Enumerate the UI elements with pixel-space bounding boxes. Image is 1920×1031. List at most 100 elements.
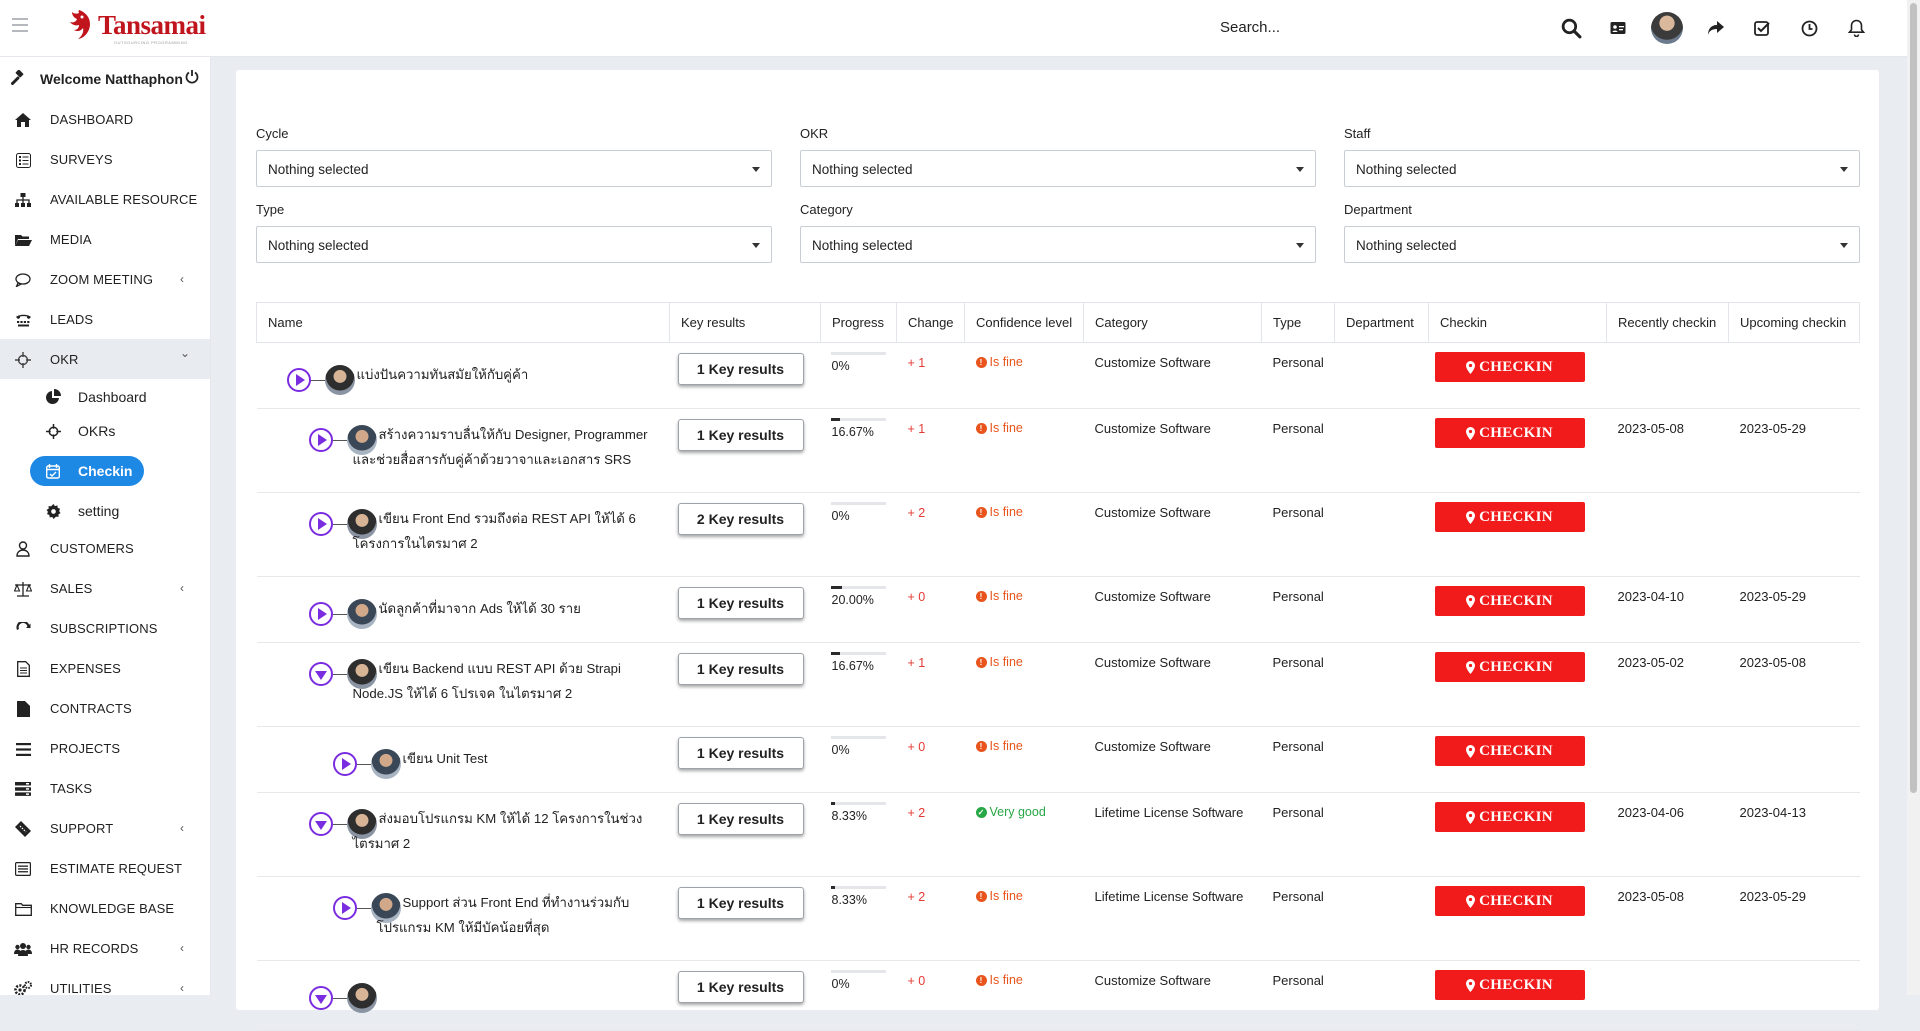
expand-toggle-icon[interactable] [308, 602, 333, 626]
sidebar-item-okr[interactable]: OKR ⌄ [0, 339, 210, 379]
owner-avatar[interactable] [324, 365, 355, 395]
checkin-button[interactable]: CHECKIN [1434, 418, 1585, 448]
brand-logo[interactable]: Tansamai OUTSOURCING PROGRAMMING [64, 8, 206, 45]
collapse-toggle-icon[interactable] [308, 986, 333, 1010]
col-header-category[interactable]: Category [1083, 302, 1262, 343]
department-select[interactable]: Nothing selected [1344, 226, 1860, 263]
checkbox-tasks-icon[interactable] [1749, 15, 1775, 41]
contact-card-icon[interactable] [1605, 15, 1631, 41]
owner-avatar[interactable] [370, 749, 401, 779]
sidebar-item-available-resource[interactable]: AVAILABLE RESOURCE [0, 179, 210, 219]
checkin-button[interactable]: CHECKIN [1434, 652, 1585, 682]
key-results-button[interactable]: 2 Key results [677, 503, 804, 535]
key-results-button[interactable]: 1 Key results [677, 587, 804, 619]
bell-icon[interactable] [1843, 15, 1869, 41]
sidebar-item-zoom-meeting[interactable]: ZOOM MEETING ‹ [0, 259, 210, 299]
search-icon[interactable] [1558, 15, 1584, 41]
objective-name[interactable]: แบ่งปันความทันสมัยให้กับคู่ค้า [356, 367, 529, 382]
owner-avatar[interactable] [346, 425, 377, 455]
col-header-key-results[interactable]: Key results [669, 302, 821, 343]
caret-down-icon [1840, 243, 1848, 248]
checkin-button[interactable]: CHECKIN [1434, 886, 1585, 916]
col-header-progress[interactable]: Progress [820, 302, 897, 343]
objective-name[interactable]: สร้างความราบลื่นให้กับ Designer, Program… [352, 427, 648, 467]
expand-toggle-icon[interactable] [308, 428, 333, 452]
category-select[interactable]: Nothing selected [800, 226, 1316, 263]
search-input[interactable] [1220, 12, 1480, 42]
cycle-select[interactable]: Nothing selected [256, 150, 772, 187]
key-results-button[interactable]: 1 Key results [677, 419, 804, 451]
key-results-button[interactable]: 1 Key results [677, 971, 804, 1003]
key-results-button[interactable]: 1 Key results [677, 653, 804, 685]
sidebar-item-expenses[interactable]: EXPENSES [0, 648, 210, 688]
sidebar-item-dashboard[interactable]: DASHBOARD [0, 99, 210, 139]
okr-select[interactable]: Nothing selected [800, 150, 1316, 187]
checkin-button[interactable]: CHECKIN [1434, 352, 1585, 382]
col-header-confidence-level[interactable]: Confidence level [964, 302, 1084, 343]
col-header-checkin[interactable]: Checkin [1428, 302, 1607, 343]
checkin-button[interactable]: CHECKIN [1434, 502, 1585, 532]
key-results-button[interactable]: 1 Key results [677, 887, 804, 919]
objective-name[interactable]: Support ส่วน Front End ที่ทำงานร่วมกับโป… [376, 895, 630, 935]
sidebar-item-surveys[interactable]: SURVEYS [0, 139, 210, 179]
col-header-type[interactable]: Type [1261, 302, 1335, 343]
checkin-button[interactable]: CHECKIN [1434, 970, 1585, 1000]
sidebar-item-estimate-request[interactable]: ESTIMATE REQUEST [0, 848, 210, 888]
expand-toggle-icon[interactable] [308, 512, 333, 536]
sidebar-item-utilities[interactable]: UTILITIES ‹ [0, 968, 210, 995]
expand-toggle-icon[interactable] [332, 896, 357, 920]
objective-name[interactable]: เขียน Backend แบบ REST API ด้วย Strapi N… [352, 661, 621, 701]
col-header-name[interactable]: Name [256, 302, 670, 343]
objective-name[interactable]: เขียน Front End รวมถึงต่อ REST API ให้ได… [352, 511, 636, 551]
objective-name[interactable]: เขียน Unit Test [402, 751, 488, 766]
checkin-button[interactable]: CHECKIN [1434, 802, 1585, 832]
share-icon[interactable] [1703, 15, 1729, 41]
owner-avatar[interactable] [346, 809, 377, 839]
sidebar-item-subscriptions[interactable]: SUBSCRIPTIONS [0, 608, 210, 648]
owner-avatar[interactable] [346, 599, 377, 629]
sidebar-subitem-setting[interactable]: setting [0, 494, 210, 528]
confidence-badge: ! Is fine [975, 739, 1084, 753]
expand-toggle-icon[interactable] [332, 752, 357, 776]
cell-type: Personal [1261, 726, 1335, 793]
collapse-toggle-icon[interactable] [308, 662, 333, 686]
sidebar-item-knowledge-base[interactable]: KNOWLEDGE BASE [0, 888, 210, 928]
power-icon[interactable] [185, 69, 199, 89]
checkin-button[interactable]: CHECKIN [1434, 736, 1585, 766]
page-scrollbar[interactable] [1907, 0, 1920, 995]
hamburger-menu-icon[interactable] [12, 18, 28, 32]
sidebar-subitem-okr-dashboard[interactable]: Dashboard [0, 380, 210, 414]
sidebar-item-contracts[interactable]: CONTRACTS [0, 688, 210, 728]
key-results-button[interactable]: 1 Key results [677, 803, 804, 835]
staff-select[interactable]: Nothing selected [1344, 150, 1860, 187]
scrollbar-thumb[interactable] [1910, 3, 1917, 793]
owner-avatar[interactable] [346, 509, 377, 539]
objective-name[interactable]: ส่งมอบโปรแกรม KM ให้ได้ 12 โครงการในช่วง… [352, 811, 643, 851]
owner-avatar[interactable] [370, 893, 401, 923]
sidebar-item-tasks[interactable]: TASKS [0, 768, 210, 808]
sidebar-item-leads[interactable]: LEADS [0, 299, 210, 339]
user-avatar[interactable] [1651, 12, 1683, 44]
key-results-button[interactable]: 1 Key results [677, 737, 804, 769]
clock-icon[interactable] [1796, 15, 1822, 41]
sidebar-item-support[interactable]: SUPPORT ‹ [0, 808, 210, 848]
objective-name[interactable]: นัดลูกค้าที่มาจาก Ads ให้ได้ 30 ราย [378, 601, 581, 616]
sidebar-item-media[interactable]: MEDIA [0, 219, 210, 259]
sidebar-item-customers[interactable]: CUSTOMERS [0, 528, 210, 568]
checkin-button[interactable]: CHECKIN [1434, 586, 1585, 616]
col-header-recently-checkin[interactable]: Recently checkin [1606, 302, 1729, 343]
expand-toggle-icon[interactable] [286, 368, 311, 392]
type-select[interactable]: Nothing selected [256, 226, 772, 263]
col-header-upcoming-checkin[interactable]: Upcoming checkin [1728, 302, 1860, 343]
owner-avatar[interactable] [346, 659, 377, 689]
sidebar-item-hr-records[interactable]: HR RECORDS ‹ [0, 928, 210, 968]
sidebar-item-projects[interactable]: PROJECTS [0, 728, 210, 768]
col-header-department[interactable]: Department [1334, 302, 1429, 343]
sidebar-subitem-okrs[interactable]: OKRs [0, 414, 210, 448]
col-header-change[interactable]: Change [896, 302, 965, 343]
sidebar-subitem-checkin[interactable]: Checkin [0, 454, 210, 488]
owner-avatar[interactable] [346, 983, 377, 1013]
collapse-toggle-icon[interactable] [308, 812, 333, 836]
key-results-button[interactable]: 1 Key results [677, 353, 804, 385]
sidebar-item-sales[interactable]: SALES ‹ [0, 568, 210, 608]
